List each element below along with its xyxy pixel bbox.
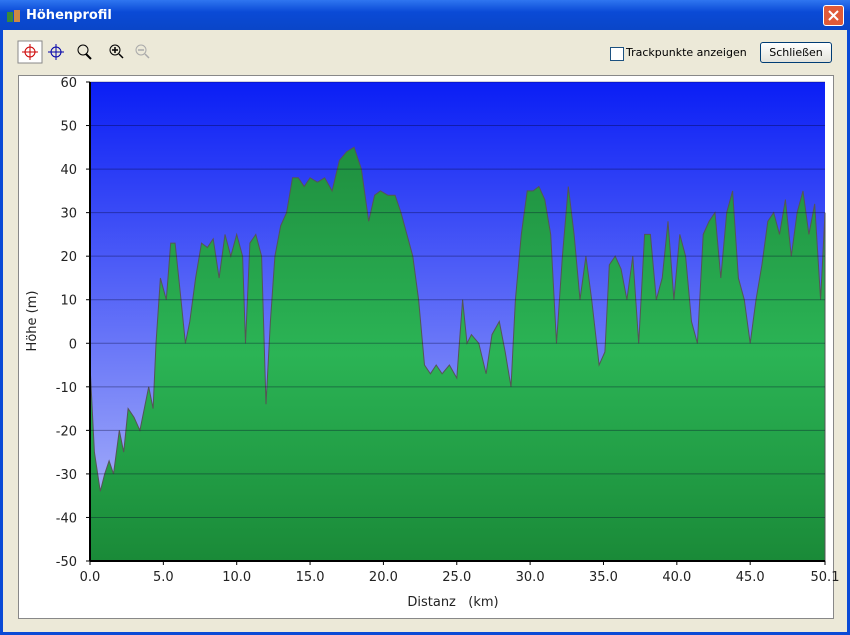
y-tick-label: 30 [60,207,77,222]
x-tick-label: 30.0 [516,570,545,585]
y-tick-label: 50 [60,120,77,135]
y-tick-label: -30 [56,468,77,483]
x-tick-label: 50.1 [811,570,840,585]
x-tick-label: 10.0 [222,570,251,585]
checkbox[interactable] [610,47,624,61]
toolbar-icons [17,40,150,64]
x-tick-label: 15.0 [296,570,325,585]
y-tick-label: -50 [56,555,77,570]
y-tick-label: -20 [56,424,77,439]
app-icon [7,10,20,22]
tool-zoom-in[interactable] [109,44,121,56]
y-tick-label: 60 [60,76,77,91]
y-tick-label: -10 [56,381,77,396]
y-axis-label: Höhe (m) [25,291,40,352]
x-tick-label: 45.0 [736,570,765,585]
y-tick-label: -40 [56,511,77,526]
y-tick-label: 10 [60,294,77,309]
x-axis-label: Distanz (km) [407,595,498,610]
tool-zoom-out[interactable] [135,44,147,56]
close-window[interactable] [823,5,844,26]
title-bar: Höhenprofil [0,0,850,30]
elevation-area [89,146,826,562]
x-tick-label: 5.0 [153,570,174,585]
x-tick-label: 0.0 [80,570,101,585]
x-tick-label: 20.0 [369,570,398,585]
window-title: Höhenprofil [26,8,112,23]
y-tick-label: 20 [60,250,77,265]
y-tick-label: 0 [69,337,77,352]
x-tick-label: 25.0 [442,570,471,585]
tool-zoom-rect[interactable] [77,44,89,56]
x-tick-label: 35.0 [589,570,618,585]
x-tick-label: 40.0 [662,570,691,585]
y-tick-label: 40 [60,163,77,178]
checkbox-label[interactable]: Trackpunkte anzeigen [626,46,747,59]
close-button[interactable]: Schließen [760,42,832,63]
